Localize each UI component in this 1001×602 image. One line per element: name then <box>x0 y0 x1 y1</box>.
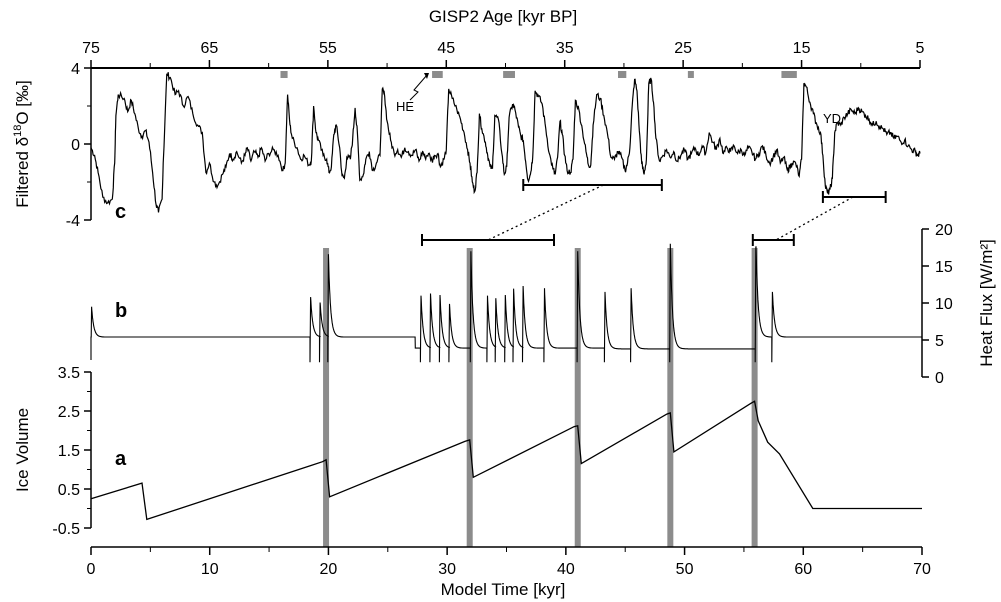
panel-a-y-tick-label-1: 2.5 <box>58 404 80 421</box>
panel-c-top-tick-label-3: 45 <box>437 40 455 57</box>
heinrich-bar-4 <box>751 248 758 547</box>
panel-c-window-brackets <box>522 179 887 203</box>
panel-c-letter: c <box>115 201 126 223</box>
panel-c-y-title-suffix: O [‰] <box>13 80 32 124</box>
panel-b: 20 15 10 5 0 b Heat Flux [W/m²] <box>90 222 996 387</box>
heinrich-event-marker-3 <box>618 71 627 78</box>
panel-c-top-ticks: 75 65 55 45 35 25 15 5 <box>82 40 925 68</box>
panel-b-heat-flux-series <box>90 243 922 363</box>
heinrich-bar-2 <box>574 248 581 547</box>
panel-c-top-tick-label-6: 15 <box>793 40 811 57</box>
panel-b-y-tick-label-0: 20 <box>935 222 953 239</box>
panel-c: GISP2 Age [kyr BP] 75 65 55 45 35 25 15 5 40-4 … <box>12 7 925 230</box>
panel-c-top-tick-label-0: 75 <box>82 40 100 57</box>
panel-c-y-title-sup: 18 <box>12 125 24 137</box>
panel-a-x-tick-label-7: 70 <box>913 561 931 578</box>
panel-b-letter: b <box>115 300 127 322</box>
panel-a-letter: a <box>115 448 127 470</box>
panel-c-y-tick-label-1: 0 <box>71 137 80 154</box>
heinrich-bar-1 <box>466 248 473 547</box>
panel-a-x-tick-label-3: 30 <box>438 561 456 578</box>
panel-a-x-ticks: 0 10 20 30 40 50 60 70 <box>87 547 931 578</box>
panel-a-x-tick-label-4: 40 <box>557 561 575 578</box>
window-connectors <box>487 184 854 241</box>
panel-b-y-axis-title: Heat Flux [W/m²] <box>977 239 996 367</box>
annotation-he-arrow <box>409 74 428 101</box>
panel-c-y-ticks: 4 0 -4 <box>66 61 91 230</box>
heinrich-bar-3 <box>667 248 674 547</box>
panel-c-top-tick-label-1: 65 <box>201 40 219 57</box>
panel-a-x-tick-label-5: 50 <box>676 561 694 578</box>
panel-b-y-tick-label-4: 0 <box>935 370 944 387</box>
panel-a-y-axis-title: Ice Volume <box>13 408 32 492</box>
heinrich-event-marker-4 <box>687 71 694 78</box>
annotation-yd: YD <box>823 111 841 126</box>
panel-a-ice-volume-series <box>90 400 922 521</box>
panel-a: 3.5 2.5 1.5 0.5 -0.5 0 10 20 30 40 50 60 70 a Ice V… <box>13 365 931 599</box>
panel-a-x-tick-label-2: 20 <box>320 561 338 578</box>
panel-a-y-tick-label-0: 3.5 <box>58 365 80 382</box>
annotation-he: HE <box>396 99 414 114</box>
panel-b-y-ticks: 20 15 10 5 0 <box>922 222 953 387</box>
panel-c-y-tick-label-2: -4 <box>66 213 80 230</box>
panel-c-y-tick-label-0: 4 <box>71 61 80 78</box>
panel-b-window-bracket <box>421 234 795 246</box>
panel-c-top-tick-label-5: 25 <box>674 40 692 57</box>
panel-a-y-tick-label-3: 0.5 <box>58 482 80 499</box>
panel-a-y-ticks: 3.5 2.5 1.5 0.5 -0.5 <box>52 365 91 538</box>
panel-a-x-tick-label-6: 60 <box>794 561 812 578</box>
panel-c-y-title-prefix: Filtered δ <box>13 137 32 208</box>
panel-c-d18o-series <box>90 72 921 213</box>
heinrich-event-marker-2 <box>503 71 515 78</box>
panel-a-y-tick-label-2: 1.5 <box>58 443 80 460</box>
heinrich-event-marker-5 <box>781 71 797 78</box>
panel-a-x-tick-label-0: 0 <box>87 561 96 578</box>
panel-c-heinrich-markers <box>280 71 797 78</box>
heinrich-bar-0 <box>323 248 330 547</box>
panel-c-top-tick-label-4: 35 <box>556 40 574 57</box>
panel-b-y-tick-label-3: 5 <box>935 333 944 350</box>
connector-left <box>487 184 604 241</box>
panel-c-top-tick-label-2: 55 <box>319 40 337 57</box>
panel-a-x-tick-label-1: 10 <box>201 561 219 578</box>
panel-c-top-tick-label-7: 5 <box>916 40 925 57</box>
panel-a-x-axis-title: Model Time [kyr] <box>441 580 566 599</box>
panel-a-y-tick-label-4: -0.5 <box>52 521 80 538</box>
heinrich-event-bars <box>323 248 758 547</box>
panel-b-y-tick-label-2: 10 <box>935 296 953 313</box>
annotation-he-arrowhead <box>424 73 429 79</box>
panel-c-y-axis-title: Filtered δ18O [‰] <box>12 80 32 208</box>
heinrich-event-marker-1 <box>432 71 443 78</box>
panel-c-top-axis-title: GISP2 Age [kyr BP] <box>429 7 577 26</box>
panel-b-y-tick-label-1: 15 <box>935 259 953 276</box>
heinrich-event-marker-0 <box>280 71 288 78</box>
connector-right <box>775 196 854 241</box>
